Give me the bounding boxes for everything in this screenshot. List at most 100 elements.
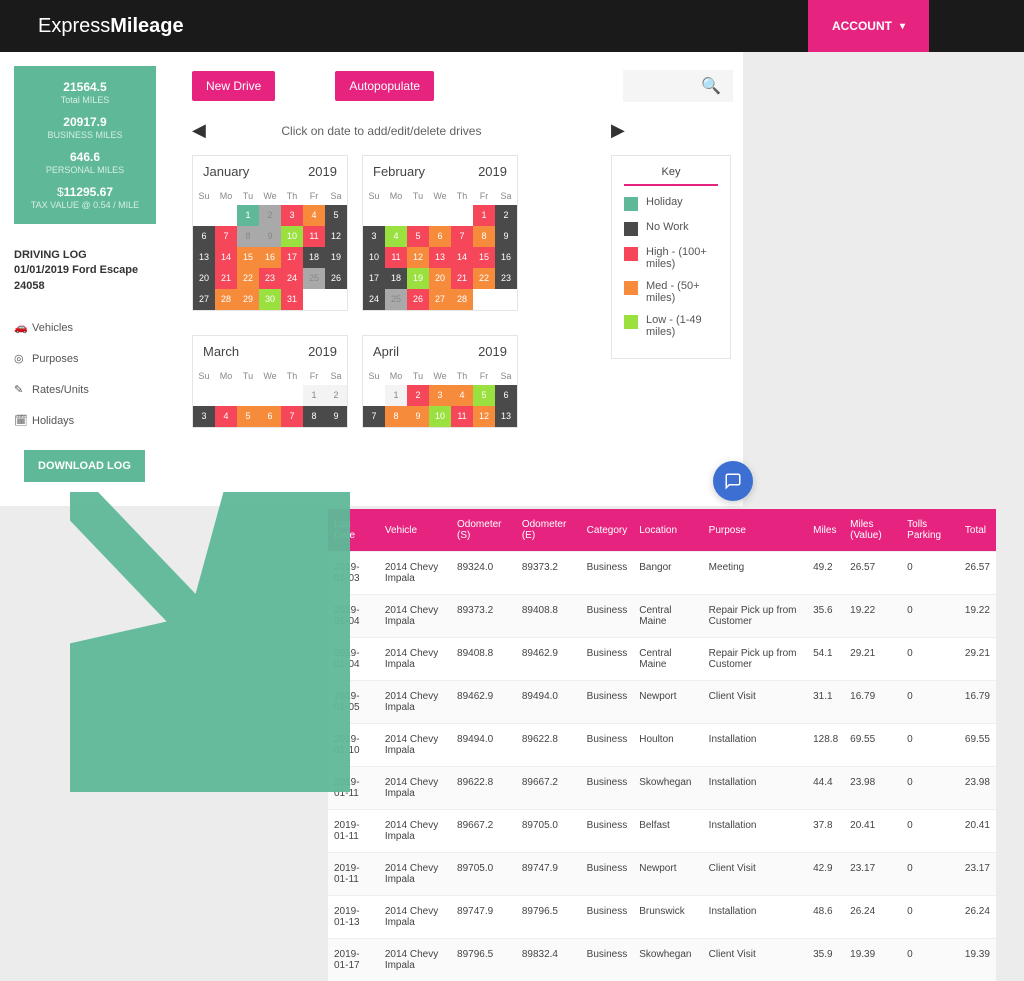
calendar-day[interactable]: 24 xyxy=(363,289,385,310)
calendar-day[interactable]: 9 xyxy=(325,406,347,427)
calendar-day[interactable]: 28 xyxy=(451,289,473,310)
calendar-day[interactable]: 4 xyxy=(303,205,325,226)
calendar-day[interactable]: 16 xyxy=(259,247,281,268)
calendar-day[interactable]: 20 xyxy=(429,268,451,289)
calendar-day[interactable]: 7 xyxy=(281,406,303,427)
calendar-day[interactable]: 27 xyxy=(429,289,451,310)
calendar-day[interactable]: 29 xyxy=(237,289,259,310)
calendar-day[interactable]: 3 xyxy=(281,205,303,226)
calendar-day[interactable]: 8 xyxy=(237,226,259,247)
table-row[interactable]: 2019-01-172014 Chevy Impala89796.589832.… xyxy=(328,939,996,981)
nav-vehicles[interactable]: 🚗Vehicles xyxy=(14,312,156,343)
autopopulate-button[interactable]: Autopopulate xyxy=(335,71,434,101)
nav-holidays[interactable]: 🗓Holidays xyxy=(14,405,156,436)
calendar-day[interactable]: 12 xyxy=(325,226,347,247)
calendar-day[interactable]: 19 xyxy=(407,268,429,289)
table-row[interactable]: 2019-01-112014 Chevy Impala89667.289705.… xyxy=(328,810,996,853)
calendar-day[interactable]: 20 xyxy=(193,268,215,289)
nav-rates[interactable]: ✎Rates/Units xyxy=(14,374,156,405)
calendar-day[interactable]: 12 xyxy=(407,247,429,268)
calendar-day[interactable]: 17 xyxy=(363,268,385,289)
calendar-day[interactable]: 15 xyxy=(473,247,495,268)
calendar-day[interactable]: 18 xyxy=(385,268,407,289)
calendar-day[interactable]: 13 xyxy=(193,247,215,268)
calendar-day[interactable]: 4 xyxy=(385,226,407,247)
calendar-day[interactable]: 2 xyxy=(259,205,281,226)
calendar-day[interactable]: 5 xyxy=(473,385,495,406)
calendar-day[interactable]: 3 xyxy=(429,385,451,406)
new-drive-button[interactable]: New Drive xyxy=(192,71,275,101)
calendar-day[interactable]: 23 xyxy=(259,268,281,289)
calendar-day[interactable]: 13 xyxy=(429,247,451,268)
calendar-day[interactable]: 2 xyxy=(325,385,347,406)
calendar-day[interactable]: 19 xyxy=(325,247,347,268)
calendar-day[interactable]: 8 xyxy=(303,406,325,427)
calendar-day[interactable]: 7 xyxy=(363,406,385,427)
calendar-day[interactable]: 11 xyxy=(303,226,325,247)
table-row[interactable]: 2019-01-042014 Chevy Impala89408.889462.… xyxy=(328,638,996,681)
calendar-day[interactable]: 6 xyxy=(193,226,215,247)
calendar-day[interactable]: 9 xyxy=(407,406,429,427)
calendar-day[interactable]: 30 xyxy=(259,289,281,310)
calendar-day[interactable]: 31 xyxy=(281,289,303,310)
calendar-day[interactable]: 5 xyxy=(237,406,259,427)
calendar-day[interactable]: 17 xyxy=(281,247,303,268)
calendar-day[interactable]: 6 xyxy=(259,406,281,427)
calendar-day[interactable]: 5 xyxy=(407,226,429,247)
calendar-day[interactable]: 1 xyxy=(385,385,407,406)
calendar-day[interactable]: 8 xyxy=(473,226,495,247)
calendar-day[interactable]: 9 xyxy=(259,226,281,247)
table-row[interactable]: 2019-01-102014 Chevy Impala89494.089622.… xyxy=(328,724,996,767)
calendar-day[interactable]: 7 xyxy=(215,226,237,247)
calendar-day[interactable]: 10 xyxy=(429,406,451,427)
calendar-day[interactable]: 3 xyxy=(193,406,215,427)
calendar-day[interactable]: 24 xyxy=(281,268,303,289)
calendar-day[interactable]: 22 xyxy=(237,268,259,289)
calendar-day[interactable]: 9 xyxy=(495,226,517,247)
calendar-day[interactable]: 16 xyxy=(495,247,517,268)
calendar-day[interactable]: 11 xyxy=(451,406,473,427)
calendar-day[interactable]: 14 xyxy=(451,247,473,268)
calendar-day[interactable]: 8 xyxy=(385,406,407,427)
calendar-day[interactable]: 10 xyxy=(281,226,303,247)
search-input[interactable]: 🔍 xyxy=(623,70,733,102)
download-log-button[interactable]: DOWNLOAD LOG xyxy=(24,450,145,482)
table-row[interactable]: 2019-01-132014 Chevy Impala89747.989796.… xyxy=(328,896,996,939)
calendar-day[interactable]: 10 xyxy=(363,247,385,268)
calendar-day[interactable]: 3 xyxy=(363,226,385,247)
calendar-day[interactable]: 26 xyxy=(325,268,347,289)
chat-fab-button[interactable] xyxy=(713,461,753,501)
table-row[interactable]: 2019-01-112014 Chevy Impala89705.089747.… xyxy=(328,853,996,896)
calendar-day[interactable]: 25 xyxy=(303,268,325,289)
calendar-day[interactable]: 15 xyxy=(237,247,259,268)
calendar-day[interactable]: 26 xyxy=(407,289,429,310)
nav-purposes[interactable]: ◎Purposes xyxy=(14,343,156,374)
account-button[interactable]: ACCOUNT ▾ xyxy=(808,0,929,52)
table-row[interactable]: 2019-01-032014 Chevy Impala89324.089373.… xyxy=(328,552,996,595)
calendar-day[interactable]: 6 xyxy=(429,226,451,247)
table-row[interactable]: 2019-01-042014 Chevy Impala89373.289408.… xyxy=(328,595,996,638)
calendar-day[interactable]: 21 xyxy=(215,268,237,289)
calendar-day[interactable]: 12 xyxy=(473,406,495,427)
calendar-day[interactable]: 4 xyxy=(451,385,473,406)
calendar-day[interactable]: 7 xyxy=(451,226,473,247)
calendar-day[interactable]: 28 xyxy=(215,289,237,310)
calendar-day[interactable]: 22 xyxy=(473,268,495,289)
table-row[interactable]: 2019-01-112014 Chevy Impala89622.889667.… xyxy=(328,767,996,810)
calendar-day[interactable]: 4 xyxy=(215,406,237,427)
calendar-day[interactable]: 2 xyxy=(407,385,429,406)
calendar-day[interactable]: 23 xyxy=(495,268,517,289)
calendar-day[interactable]: 2 xyxy=(495,205,517,226)
calendar-day[interactable]: 11 xyxy=(385,247,407,268)
calendar-day[interactable]: 21 xyxy=(451,268,473,289)
calendar-day[interactable]: 1 xyxy=(237,205,259,226)
calendar-day[interactable]: 1 xyxy=(473,205,495,226)
table-row[interactable]: 2019-01-052014 Chevy Impala89462.989494.… xyxy=(328,681,996,724)
calendar-day[interactable]: 25 xyxy=(385,289,407,310)
calendar-day[interactable]: 1 xyxy=(303,385,325,406)
calendar-day[interactable]: 5 xyxy=(325,205,347,226)
calendar-day[interactable]: 13 xyxy=(495,406,517,427)
calendar-day[interactable]: 27 xyxy=(193,289,215,310)
calendar-day[interactable]: 14 xyxy=(215,247,237,268)
next-month-button[interactable]: ▶ xyxy=(611,120,625,140)
